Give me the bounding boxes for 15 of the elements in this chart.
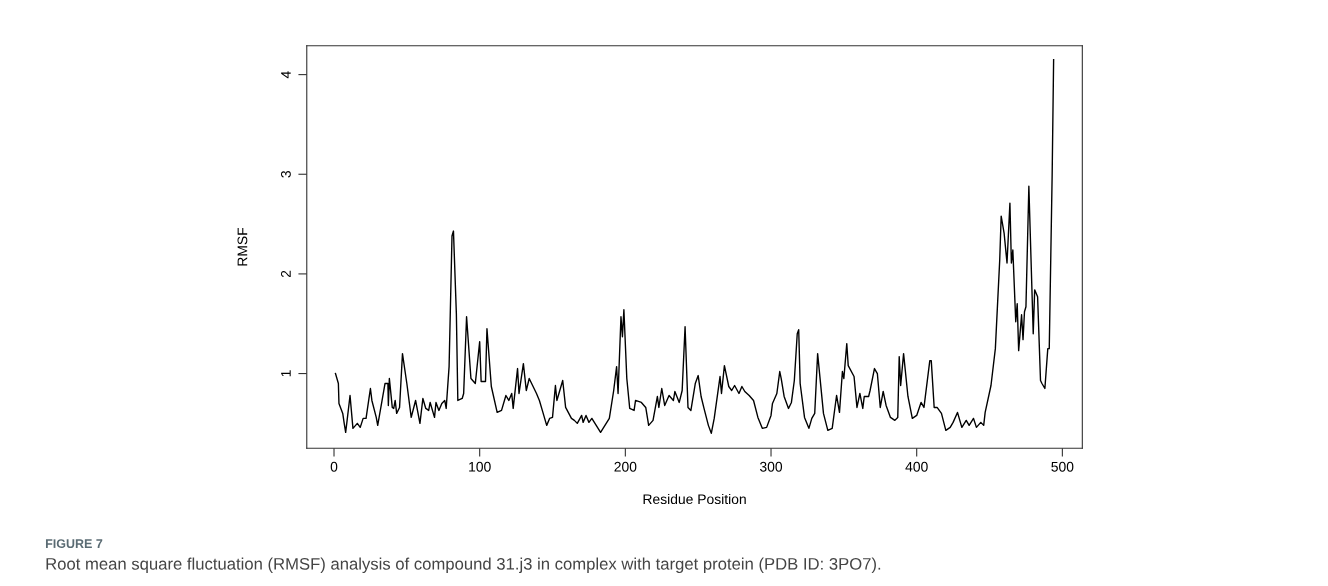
x-axis-title: Residue Position — [643, 493, 746, 505]
y-tick-label: 1 — [281, 370, 291, 377]
y-tick-label: 4 — [281, 71, 291, 79]
x-tick-label: 0 — [330, 461, 338, 472]
x-tick-label: 400 — [905, 461, 928, 472]
line-series — [334, 58, 1055, 435]
x-tick-label: 300 — [759, 461, 783, 472]
x-tick-label: 200 — [614, 461, 637, 472]
caption: FIGURE 7 — [45, 539, 103, 549]
text: Root mean square fluctuation (RMSF) analysis of compound 31.j3 in complex with target protein (PDB ID: 3PO7). — [46, 557, 881, 574]
x-tick-label: 500 — [1051, 461, 1074, 472]
y-axis-title: RMSF — [237, 227, 248, 266]
y-tick-label: 2 — [280, 270, 291, 278]
x-tick-label: 100 — [469, 461, 491, 472]
y-tick-label: 3 — [280, 171, 291, 178]
